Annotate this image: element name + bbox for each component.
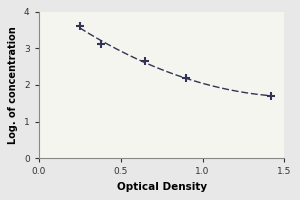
X-axis label: Optical Density: Optical Density [116,182,207,192]
Y-axis label: Log. of concentration: Log. of concentration [8,26,18,144]
